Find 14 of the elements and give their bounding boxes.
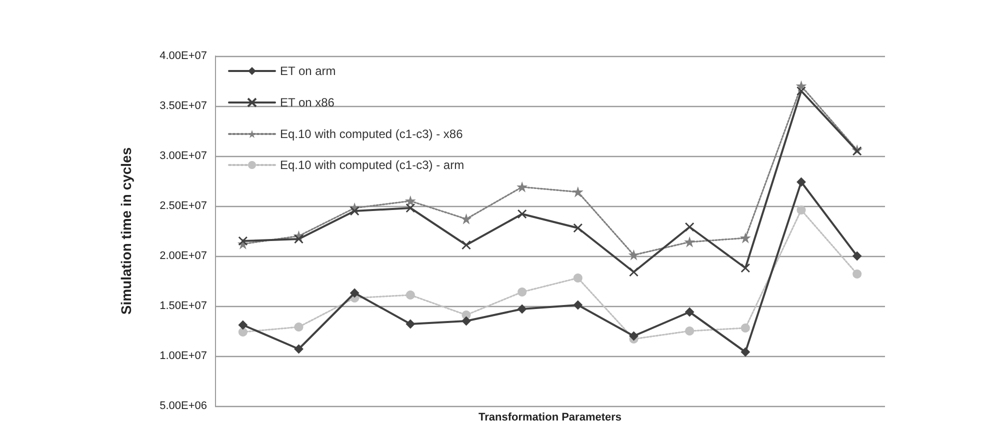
legend-label: ET on x86: [280, 96, 335, 110]
y-axis-title: Simulation time in cycles: [118, 147, 134, 315]
y-tick-label: 1.50E+07: [160, 300, 207, 312]
y-tick-label: 5.00E+06: [160, 400, 207, 412]
y-tick-label: 2.50E+07: [160, 200, 207, 212]
y-tick-label: 3.50E+07: [160, 100, 207, 112]
legend-label: Eq.10 with computed (c1-c3) - x86: [280, 127, 464, 141]
legend-label: Eq.10 with computed (c1-c3) - arm: [280, 158, 464, 172]
y-tick-label: 3.00E+07: [160, 150, 207, 162]
legend-label: ET on arm: [280, 64, 336, 78]
y-tick-label: 1.00E+07: [160, 350, 207, 362]
x-axis-title: Transformation Parameters: [478, 412, 622, 424]
y-tick-label: 4.00E+07: [160, 50, 207, 62]
y-tick-label: 2.00E+07: [160, 250, 207, 262]
